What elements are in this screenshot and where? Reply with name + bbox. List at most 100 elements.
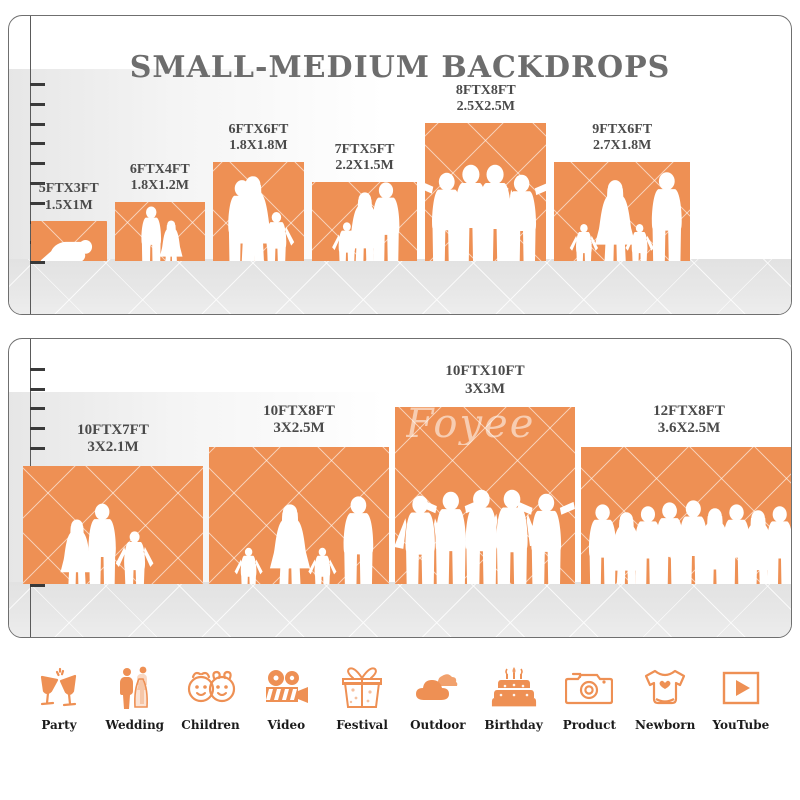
- axis-tick: [30, 201, 45, 205]
- people-silhouettes: [23, 466, 203, 584]
- bar-size-feet: 10FTX7FT: [77, 422, 149, 439]
- people-silhouettes: [209, 447, 389, 584]
- product-icon: [565, 660, 614, 716]
- floor-strip-2: [9, 582, 791, 637]
- bar-size-feet: 12FTX8FT: [653, 402, 725, 419]
- bar-size-feet: 10FTX8FT: [263, 402, 335, 419]
- y-axis-ruler-1: 12345678910: [9, 16, 45, 314]
- youtube-icon: [720, 660, 762, 716]
- bar-size-feet: 7FTX5FT: [334, 141, 395, 157]
- bar-size-label: 9FTX6FT 2.7X1.8M: [532, 122, 712, 154]
- axis-tick: [30, 122, 45, 126]
- backdrop-bar[interactable]: [31, 221, 107, 261]
- people-silhouettes: [554, 162, 690, 261]
- usage-icon-item[interactable]: Outdoor: [401, 660, 475, 732]
- usage-icon-label: Children: [181, 718, 240, 732]
- usage-icon-label: Party: [41, 718, 77, 732]
- people-silhouettes: [115, 202, 206, 261]
- axis-tick: [30, 407, 45, 411]
- bar-size-feet: 8FTX8FT: [455, 82, 516, 98]
- video-icon: [262, 660, 310, 716]
- backdrop-bar[interactable]: [209, 446, 389, 584]
- bar-size-feet: 6FTX6FT: [228, 122, 289, 138]
- axis-tick: [30, 426, 45, 430]
- usage-icon-label: Outdoor: [410, 718, 466, 732]
- bar-size-label: 12FTX8FT 3.6X2.5M: [559, 402, 791, 438]
- backdrop-bar[interactable]: [213, 162, 304, 261]
- usage-icon-label: Festival: [336, 718, 388, 732]
- floor-strip-1: [9, 259, 791, 314]
- usage-icon-label: Birthday: [484, 718, 543, 732]
- usage-icon-item[interactable]: Birthday: [477, 660, 551, 732]
- axis-tick: [30, 261, 45, 264]
- bar-size-meters: 3.6X2.5M: [657, 419, 721, 436]
- axis-tick: [30, 446, 45, 450]
- usage-icon-item[interactable]: Festival: [325, 660, 399, 732]
- usage-icon-item[interactable]: Video: [249, 660, 323, 732]
- usage-icon-label: Product: [562, 718, 617, 732]
- axis-tick: [30, 142, 45, 146]
- newborn-icon: [642, 660, 688, 716]
- usage-icon-item[interactable]: Newborn: [628, 660, 702, 732]
- bar-size-label: 10FTX10FT 3X3M: [373, 363, 597, 398]
- bar-size-feet: 5FTX3FT: [38, 181, 99, 197]
- people-silhouettes: [31, 221, 107, 261]
- usage-icon-item[interactable]: Wedding: [98, 660, 172, 732]
- children-icon: [185, 660, 237, 716]
- axis-tick: [30, 181, 45, 185]
- party-icon: [37, 660, 81, 716]
- usage-icon-label: Wedding: [105, 718, 165, 732]
- bar-size-meters: 3X2.5M: [273, 419, 325, 436]
- backdrop-bar[interactable]: [425, 122, 547, 261]
- bar-size-label: 6FTX6FT 1.8X1.8M: [191, 122, 326, 154]
- usage-icon-item[interactable]: Party: [22, 660, 96, 732]
- page-title: SMALL-MEDIUM BACKDROPS: [129, 50, 671, 85]
- people-silhouettes: [581, 447, 791, 584]
- axis-tick: [30, 102, 45, 106]
- floor-grid-pattern-2: [9, 582, 791, 637]
- bar-size-meters: 2.5X2.5M: [456, 98, 515, 114]
- small-medium-backdrops-chart: SMALL-MEDIUM BACKDROPS 12345678910 5FTX3…: [8, 15, 792, 315]
- axis-tick: [30, 387, 45, 391]
- backdrop-bar[interactable]: [581, 446, 791, 584]
- bar-size-meters: 1.8X1.2M: [130, 177, 189, 193]
- bar-size-label: 8FTX8FT 2.5X2.5M: [403, 83, 568, 115]
- backdrop-bar[interactable]: [311, 181, 418, 261]
- usage-icon-item[interactable]: Children: [174, 660, 248, 732]
- bar-size-feet: 10FTX10FT: [445, 363, 525, 380]
- axis-tick: [30, 83, 45, 86]
- bar-size-feet: 9FTX6FT: [592, 122, 653, 138]
- people-silhouettes: [312, 182, 418, 261]
- usage-icon-item[interactable]: Product: [552, 660, 626, 732]
- bar-size-meters: 1.5X1M: [44, 197, 93, 213]
- wedding-icon: [115, 660, 155, 716]
- floor-grid-pattern: [9, 259, 791, 314]
- bar-size-label: 10FTX8FT 3X2.5M: [187, 403, 411, 438]
- bar-size-label: 5FTX3FT 1.5X1M: [9, 181, 129, 213]
- backdrop-bar[interactable]: Foyee: [395, 407, 575, 584]
- watermark-text: Foyee: [405, 407, 536, 446]
- backdrop-bar[interactable]: [23, 466, 203, 584]
- backdrop-bar[interactable]: [554, 162, 691, 261]
- usage-icon-label: Video: [267, 718, 306, 732]
- axis-tick: [30, 368, 45, 371]
- people-silhouettes: [395, 407, 575, 584]
- backdrop-bar[interactable]: [114, 201, 206, 261]
- usage-icon-label: Newborn: [634, 718, 696, 732]
- festival-icon: [339, 660, 385, 716]
- bar-size-label: 10FTX7FT 3X2.1M: [9, 422, 225, 457]
- people-silhouettes: [425, 123, 547, 261]
- bar-size-label: 7FTX5FT 2.2X1.5M: [290, 142, 440, 174]
- birthday-icon: [491, 660, 537, 716]
- bar-size-meters: 2.2X1.5M: [335, 157, 394, 173]
- bar-size-meters: 1.8X1.8M: [229, 138, 288, 154]
- usage-icon-strip: Party Wedding Children Video: [8, 660, 792, 760]
- people-silhouettes: [213, 162, 304, 261]
- bar-size-label: 6FTX4FT 1.8X1.2M: [93, 162, 228, 194]
- usage-icon-item[interactable]: YouTube: [704, 660, 778, 732]
- bar-size-feet: 6FTX4FT: [129, 161, 190, 177]
- usage-icon-label: YouTube: [712, 718, 770, 732]
- axis-tick: [30, 162, 45, 166]
- axis-tick: [30, 584, 45, 587]
- bar-size-meters: 3X3M: [465, 380, 505, 397]
